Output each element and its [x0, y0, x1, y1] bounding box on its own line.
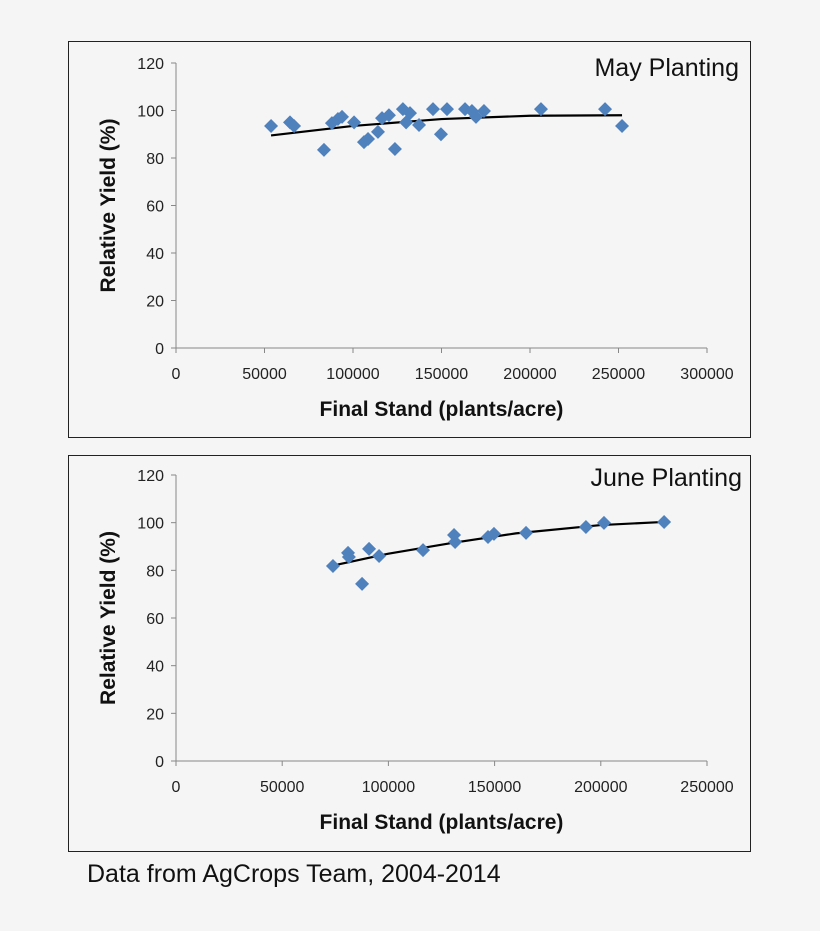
- june-planting-chart: 0 20 40 60 80 100 120 0 50000 100000 150000 200000 2…: [68, 455, 751, 852]
- x-tick-label: 250000: [592, 366, 645, 383]
- data-point: [416, 543, 431, 558]
- x-tick-label: 50000: [260, 779, 305, 796]
- data-point: [657, 514, 672, 529]
- data-point: [448, 534, 463, 549]
- data-point: [372, 549, 387, 564]
- data-point: [439, 102, 454, 117]
- may-planting-plot: 0 20 40 60 80 100 120 0 50000 100000 150000 200000 2…: [97, 54, 739, 421]
- y-tick-label: 120: [137, 468, 164, 485]
- data-point: [381, 108, 396, 123]
- data-point: [316, 142, 331, 157]
- x-axis-title: Final Stand (plants/acre): [320, 398, 564, 421]
- x-tick-label: 100000: [362, 779, 415, 796]
- y-tick-label: 60: [146, 199, 164, 216]
- data-point: [341, 549, 356, 564]
- x-tick-label: 0: [172, 366, 181, 383]
- x-tick-label: 300000: [680, 366, 733, 383]
- data-point: [426, 102, 441, 117]
- y-tick-label: 120: [137, 56, 164, 73]
- y-tick-label: 80: [146, 563, 164, 580]
- x-tick-label: 150000: [468, 779, 521, 796]
- y-tick-label: 20: [146, 706, 164, 723]
- y-tick-label: 40: [146, 246, 164, 263]
- x-tick-label: 100000: [326, 366, 379, 383]
- x-axis-title: Final Stand (plants/acre): [320, 811, 564, 834]
- y-tick-label: 100: [137, 516, 164, 533]
- data-point: [325, 559, 340, 574]
- y-tick-label: 100: [137, 104, 164, 121]
- x-tick-label: 0: [172, 779, 181, 796]
- data-point: [264, 118, 279, 133]
- y-tick-label: 0: [155, 341, 164, 358]
- y-tick-label: 20: [146, 294, 164, 311]
- x-tick-label: 200000: [574, 779, 627, 796]
- may-planting-chart: 0 20 40 60 80 100 120 0 50000 100000 150000 200000 2…: [68, 41, 751, 438]
- data-point: [519, 525, 534, 540]
- y-tick-label: 60: [146, 611, 164, 628]
- data-point: [433, 127, 448, 142]
- data-source-note: Data from AgCrops Team, 2004-2014: [87, 860, 501, 888]
- x-tick-label: 150000: [415, 366, 468, 383]
- data-point: [402, 106, 417, 121]
- x-tick-label: 200000: [503, 366, 556, 383]
- data-point: [362, 541, 377, 556]
- data-point: [412, 117, 427, 132]
- data-point: [387, 141, 402, 156]
- data-point: [598, 102, 613, 117]
- y-axis-title: Relative Yield (%): [97, 119, 120, 293]
- data-point: [476, 103, 491, 118]
- trendline: [270, 114, 623, 137]
- x-tick-label: 250000: [680, 779, 733, 796]
- y-axis-title: Relative Yield (%): [97, 531, 120, 705]
- data-point: [370, 124, 385, 139]
- y-tick-label: 0: [155, 754, 164, 771]
- data-point: [356, 135, 371, 150]
- data-point: [533, 102, 548, 117]
- data-point: [287, 118, 302, 133]
- june-planting-plot: 0 20 40 60 80 100 120 0 50000 100000 150000 200000 2…: [97, 464, 742, 834]
- data-point: [615, 118, 630, 133]
- chart-title: June Planting: [590, 464, 742, 492]
- data-point: [486, 526, 501, 541]
- data-point: [335, 109, 350, 124]
- y-tick-label: 40: [146, 659, 164, 676]
- data-point: [596, 515, 611, 530]
- data-point: [355, 576, 370, 591]
- y-tick-label: 80: [146, 151, 164, 168]
- data-point: [347, 115, 362, 130]
- chart-title: May Planting: [594, 54, 739, 82]
- x-tick-label: 50000: [242, 366, 287, 383]
- data-point: [361, 132, 376, 146]
- data-point: [578, 519, 593, 534]
